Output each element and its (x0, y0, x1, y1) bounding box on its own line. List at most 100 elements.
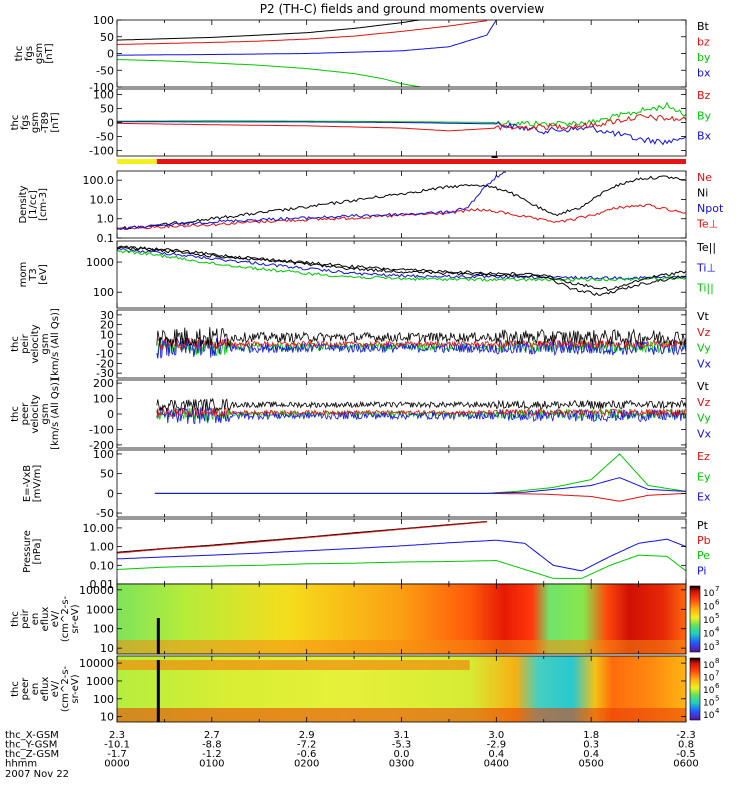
panel-temperature: 1000 100 mom T3 [eV] Te|| Ti⊥ Ti|| (18, 240, 716, 309)
y-axis-label: [1/cc] (28, 190, 39, 219)
legend-entry: Ti|| (696, 282, 714, 295)
colorbar-label-exp: 3 (715, 639, 719, 647)
velocity-noise-1010e0 (156, 406, 686, 425)
series-efield-Ex (154, 477, 686, 494)
y-tick-label: -30 (96, 367, 114, 380)
legend-entry: Pi (697, 564, 706, 577)
panel-data-temperature (117, 245, 686, 296)
y-tick-label: 0 (107, 487, 114, 500)
y-tick-label: 100 (93, 393, 114, 406)
y-tick-label: -100 (89, 423, 114, 436)
y-tick-label: 0 (107, 408, 114, 421)
y-tick-label: 0.01 (90, 578, 115, 591)
y-axis-label: -T89 (40, 112, 51, 134)
series-temperature-Te|| (117, 246, 686, 296)
y-axis-label: eV/ (50, 610, 61, 627)
y-axis-label: sr-eV) (70, 674, 81, 703)
y-axis-label: peir (20, 608, 31, 628)
legend-entry: Te⊥ (696, 218, 718, 231)
x-axis-tick-value: -0.6 (297, 749, 317, 760)
spectrogram-low-band (117, 708, 686, 722)
y-axis-label: thc (14, 46, 25, 62)
velocity-noise-00c800 (156, 338, 686, 357)
y-axis-label: T3 (28, 268, 39, 281)
y-tick-label: 20 (100, 319, 114, 332)
series-density-Ni (117, 175, 686, 231)
y-tick-label: -100 (89, 144, 114, 157)
colorbar-label-exp: 4 (715, 626, 720, 634)
panel-data-peer_en_eflux (117, 656, 686, 722)
series-fgs_dc-Bz (117, 113, 686, 132)
series-fgs-Bt (117, 20, 423, 41)
panel-frame (116, 449, 687, 518)
series-temperature-Te⊥ (117, 245, 686, 292)
y-tick-label: -50 (96, 130, 114, 143)
y-tick-label: 10 (100, 711, 114, 724)
y-tick-label: 100 (93, 448, 114, 461)
spectrogram-low-band (117, 640, 686, 654)
legend-entry: Ez (697, 450, 710, 463)
series-density-Ne (117, 203, 686, 231)
y-axis-label: E=-VxB (22, 465, 33, 502)
y-axis-label: [km/s (All Qs)] (50, 308, 61, 380)
colorbar-label-exp: 5 (715, 612, 719, 620)
y-tick-label: 100 (93, 14, 114, 27)
y-axis-label: peer (20, 402, 31, 426)
legend-entry: Pe (697, 549, 710, 562)
x-axis-date: 2007 Nov 22 (5, 769, 69, 780)
panel-peer_velocity: 200 100 0 -100 -200 thc peer velocity gsm [km/s (… (10, 377, 712, 452)
y-axis-label: (cm^2-s- (60, 665, 71, 712)
x-axis-tick-value: 0.4 (583, 749, 599, 760)
velocity-noise-000000 (156, 397, 686, 412)
y-tick-label: 100 (93, 623, 114, 636)
x-axis-tick-value: 0300 (389, 759, 414, 770)
y-tick-label: 30 (100, 309, 114, 322)
legend-entry: by (697, 51, 711, 64)
y-tick-label: 1000 (86, 603, 114, 616)
y-axis-label: eV/ (50, 680, 61, 697)
legend-entry: Vt (697, 310, 710, 323)
series-temperature-Ti⊥ (117, 247, 686, 281)
legend-entry: Vx (697, 357, 712, 370)
y-axis-label: [eV] (38, 264, 49, 285)
series-pressure-Pi (117, 538, 686, 572)
x-axis-tick-value: 0500 (578, 759, 603, 770)
legend-entry: Npot (697, 202, 724, 215)
legend-entry: Ey (697, 470, 711, 483)
legend-entry: Vz (697, 396, 711, 409)
colorbar-label: 10 (703, 643, 715, 653)
y-tick-label: 0 (107, 117, 114, 130)
colorbar-label: 10 (703, 711, 715, 721)
mode-bar-slow (117, 159, 157, 164)
series-efield-Ey (154, 453, 686, 494)
y-axis-label: fgs (20, 115, 31, 130)
y-tick-label: 0 (107, 48, 114, 61)
colorbar-label: 10 (703, 674, 715, 684)
series-fgs-bx (117, 20, 497, 56)
y-tick-label: 1000 (86, 256, 114, 269)
y-axis-label: Pressure (22, 530, 33, 573)
y-axis-label: eflux (40, 607, 51, 632)
legend-entry: Bt (697, 20, 710, 33)
x-axis-tick-value: 2.3 (109, 730, 125, 741)
mode-bar-fast (156, 159, 686, 164)
x-axis-tick-value: 2.7 (204, 730, 220, 741)
y-axis-label: velocity (30, 394, 41, 433)
legend-entry: Vt (697, 380, 710, 393)
y-axis-label: fgs (24, 46, 35, 61)
x-axis-tick-value: 3.1 (394, 730, 410, 741)
legend-entry: Bz (697, 89, 711, 102)
series-pressure-Pt (117, 521, 487, 553)
x-axis-tick-value: 0000 (104, 759, 129, 770)
y-axis-label: thc (10, 406, 21, 422)
x-axis-tick-value: 0200 (294, 759, 319, 770)
data-gap-bar (156, 618, 160, 654)
y-tick-label: 50 (100, 31, 114, 44)
panel-data-fgs (117, 20, 497, 87)
x-axis-tick-value: 0.8 (678, 740, 694, 751)
x-axis-tick-value: -1.7 (107, 749, 127, 760)
panel-density: 100.0 10.0 1.0 0.1 Density [1/cc] [cm-3] Ne Ni Np… (18, 170, 724, 245)
y-axis-label: gsm (30, 112, 41, 133)
y-tick-label: 50 (100, 468, 114, 481)
